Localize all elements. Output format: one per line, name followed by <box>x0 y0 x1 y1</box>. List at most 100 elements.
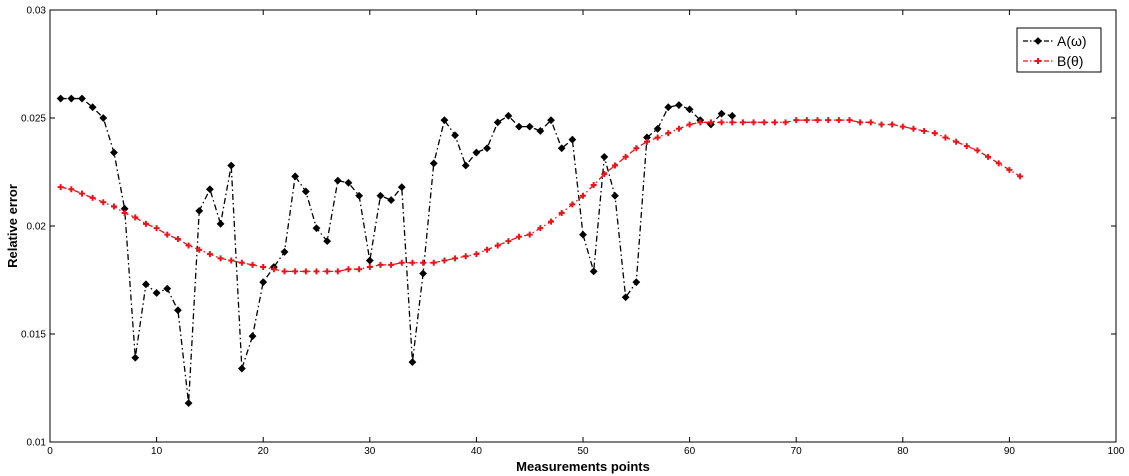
data-point <box>249 261 256 268</box>
data-point <box>601 171 608 178</box>
data-point <box>621 293 630 302</box>
data-point <box>803 117 810 124</box>
legend-entry: A(ω) <box>1023 33 1087 49</box>
data-point <box>835 117 842 124</box>
data-point <box>953 138 960 145</box>
data-point <box>600 152 609 161</box>
data-point <box>771 119 778 126</box>
data-point <box>440 116 449 125</box>
data-point <box>121 210 128 217</box>
data-point <box>334 268 341 275</box>
data-point <box>313 268 320 275</box>
data-point <box>312 224 321 233</box>
legend-entry: B(θ) <box>1023 53 1083 69</box>
data-point <box>356 266 363 273</box>
legend-box <box>1016 27 1102 73</box>
data-point <box>280 248 289 256</box>
data-point <box>88 103 97 112</box>
data-point <box>228 257 235 264</box>
data-point <box>537 225 544 232</box>
data-point <box>237 364 246 373</box>
data-point <box>611 162 618 169</box>
data-point <box>195 206 204 215</box>
data-point <box>365 256 374 265</box>
data-point <box>910 125 917 132</box>
data-point <box>568 135 577 144</box>
data-point <box>429 159 438 168</box>
legend-label: B(θ) <box>1057 53 1083 69</box>
data-point <box>814 117 821 124</box>
data-point <box>110 148 118 157</box>
data-point <box>632 278 641 287</box>
data-point <box>388 261 395 268</box>
data-point <box>68 186 75 193</box>
data-point <box>611 191 619 200</box>
data-point <box>1017 173 1024 180</box>
data-point <box>345 266 352 273</box>
plot-frame <box>49 9 1117 443</box>
data-point <box>398 259 405 266</box>
data-point <box>377 261 384 268</box>
data-point <box>536 127 545 135</box>
x-tick-label: 100 <box>1108 446 1125 457</box>
data-point <box>675 101 683 109</box>
series-line <box>60 97 733 404</box>
data-point <box>409 259 416 266</box>
data-point <box>515 122 523 131</box>
x-tick-label: 60 <box>684 446 696 457</box>
data-point <box>505 238 512 245</box>
data-point <box>494 242 501 249</box>
data-point <box>931 130 938 137</box>
data-point <box>57 184 64 191</box>
data-point <box>878 121 885 128</box>
data-point <box>451 131 459 140</box>
data-point <box>504 111 513 120</box>
x-tick-label: 10 <box>151 446 163 457</box>
data-point <box>473 251 480 258</box>
data-point <box>260 264 267 271</box>
data-point <box>259 278 268 287</box>
data-point <box>622 153 629 160</box>
data-point <box>525 122 534 131</box>
data-point <box>420 259 427 266</box>
series-1 <box>56 94 737 408</box>
data-point <box>67 94 76 103</box>
data-point <box>717 109 726 118</box>
data-point <box>867 119 874 126</box>
data-point <box>963 143 970 150</box>
data-point <box>547 116 555 125</box>
data-point <box>333 176 342 185</box>
data-point <box>974 147 981 154</box>
legend-label: A(ω) <box>1057 33 1087 49</box>
data-point <box>185 242 192 249</box>
data-point <box>857 119 864 126</box>
data-point <box>164 231 171 238</box>
data-point <box>153 225 160 232</box>
data-point <box>516 233 523 240</box>
data-point <box>78 190 85 197</box>
data-point <box>366 264 373 271</box>
data-point <box>441 257 448 264</box>
x-tick-label: 70 <box>791 446 803 457</box>
data-point <box>653 124 662 133</box>
series-2 <box>57 117 1024 275</box>
data-point <box>142 220 149 227</box>
data-point <box>782 119 789 126</box>
data-point <box>589 267 598 276</box>
data-point <box>217 255 224 262</box>
x-tick-label: 50 <box>577 446 589 457</box>
data-point <box>216 219 225 228</box>
legend: A(ω) B(θ) <box>1016 27 1102 73</box>
data-point <box>750 119 757 126</box>
data-point <box>557 144 566 153</box>
data-point <box>132 214 139 221</box>
data-point <box>174 306 182 315</box>
data-point <box>324 268 331 275</box>
plot-area <box>49 9 1117 443</box>
data-point <box>707 119 714 126</box>
data-point <box>580 192 586 199</box>
data-point <box>78 94 86 103</box>
data-point <box>270 266 277 273</box>
x-tick-label: 80 <box>897 446 909 457</box>
data-point <box>206 251 213 258</box>
